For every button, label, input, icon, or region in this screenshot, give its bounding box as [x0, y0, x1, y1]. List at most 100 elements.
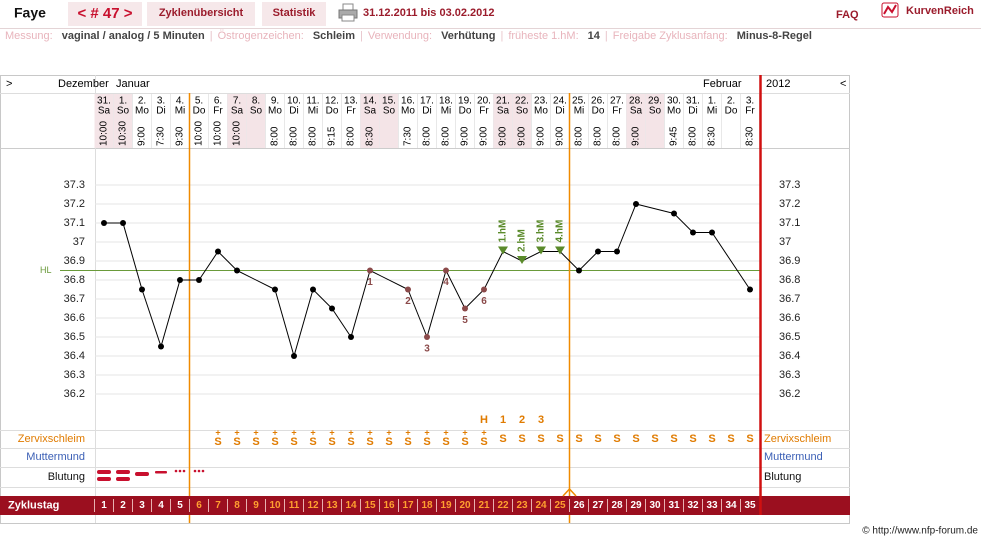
- cycle-day: 9: [253, 500, 259, 511]
- temperature-point: [158, 343, 164, 350]
- day-weekday: Mi: [707, 106, 718, 117]
- bleeding-dot: [182, 469, 186, 473]
- settings-label: Verwendung:: [368, 30, 432, 42]
- cycle-day: 30: [649, 500, 661, 511]
- day-date: 25.: [572, 96, 586, 107]
- y-tick-label-right: 37.2: [779, 198, 800, 210]
- y-tick-label-right: 36.3: [779, 369, 800, 381]
- line-segment: [331, 308, 352, 338]
- weekend-shade: [645, 94, 665, 148]
- y-tick-label-right: 36.4: [779, 350, 800, 362]
- cervix-sign: S: [423, 436, 430, 448]
- date-range: 31.12.2011 bis 03.02.2012: [363, 7, 495, 19]
- logo-icon: [881, 2, 899, 18]
- cervix-sign: S: [385, 436, 392, 448]
- y-tick-label: 36.3: [64, 369, 85, 381]
- day-time: 10:00: [213, 121, 224, 146]
- temperature-point: [177, 277, 183, 283]
- hm-marker: [517, 256, 527, 264]
- peak-label: H: [480, 414, 488, 426]
- cycle-nav-box: [68, 2, 142, 26]
- tab[interactable]: Zyklenübersicht: [159, 7, 244, 19]
- day-weekday: Di: [156, 106, 165, 117]
- day-weekday: So: [117, 106, 130, 117]
- cervix-plus: +: [253, 427, 258, 437]
- nav-right[interactable]: <: [840, 78, 846, 90]
- cycle-day: 11: [289, 500, 300, 511]
- day-weekday: Fr: [213, 106, 223, 117]
- day-time: 8:00: [593, 126, 604, 146]
- day-time: 10:00: [99, 121, 110, 146]
- day-weekday: Mi: [574, 106, 585, 117]
- logo[interactable]: KurvenReich: [906, 5, 974, 17]
- bleeding-dot: [193, 469, 197, 473]
- line-segment: [502, 251, 523, 262]
- cervix-plus: +: [348, 427, 353, 437]
- cycle-day: 29: [630, 500, 642, 511]
- weekend-shade: [379, 94, 399, 148]
- day-weekday: Fr: [346, 106, 356, 117]
- day-weekday: Sa: [630, 106, 643, 117]
- settings-label: früheste 1.hM:: [508, 30, 578, 42]
- day-date: 10.: [287, 96, 301, 107]
- day-date: 26.: [591, 96, 605, 107]
- cervix-sign: S: [347, 436, 354, 448]
- day-weekday: Mo: [135, 106, 149, 117]
- day-date: 2.: [138, 96, 146, 107]
- day-weekday: Do: [592, 106, 605, 117]
- settings-label: Messung:: [5, 30, 53, 42]
- cycle-day: 12: [307, 500, 319, 511]
- cycle-day: 7: [215, 500, 221, 511]
- day-time: 8:00: [688, 126, 699, 146]
- cervix-plus: +: [386, 427, 391, 437]
- row-label-right: Muttermund: [764, 451, 823, 463]
- day-date: 15.: [382, 96, 396, 107]
- day-time: 8:30: [707, 126, 718, 146]
- cervix-plus: +: [481, 427, 486, 437]
- row-label: Zervixschleim: [18, 433, 85, 445]
- day-date: 2.: [727, 96, 735, 107]
- cycle-nav[interactable]: < # 47 >: [77, 5, 132, 22]
- cycle-day: 35: [744, 500, 756, 511]
- temperature-point: [462, 305, 468, 312]
- tab-box: [262, 2, 326, 26]
- hm-marker: [555, 246, 565, 255]
- settings-value: Verhütung: [441, 30, 495, 42]
- bleeding-icon: [116, 470, 130, 474]
- tab[interactable]: Statistik: [273, 7, 317, 19]
- nav-left[interactable]: >: [6, 78, 12, 90]
- day-weekday: Mo: [401, 106, 415, 117]
- day-date: 31.: [97, 96, 111, 107]
- day-time: 7:30: [403, 126, 414, 146]
- month-label: Dezember: [58, 78, 109, 90]
- cervix-sign: S: [328, 436, 335, 448]
- cycle-day: 16: [383, 500, 395, 511]
- day-weekday: Mo: [534, 106, 548, 117]
- day-weekday: Mi: [441, 106, 452, 117]
- y-tick-label-right: 36.5: [779, 331, 800, 343]
- day-weekday: Mo: [268, 106, 282, 117]
- day-weekday: Do: [725, 106, 738, 117]
- day-date: 27.: [610, 96, 624, 107]
- cervix-sign: S: [252, 436, 259, 448]
- weekend-shade: [360, 94, 380, 148]
- line-segment: [369, 270, 409, 290]
- day-weekday: Fr: [612, 106, 622, 117]
- line-segment: [312, 289, 333, 309]
- printer-icon[interactable]: [338, 3, 358, 22]
- point-label: 2: [405, 296, 411, 307]
- cycle-day: 25: [554, 500, 566, 511]
- y-tick-label: 37: [73, 236, 85, 248]
- faq-link[interactable]: FAQ: [836, 9, 859, 21]
- day-weekday: Sa: [364, 106, 377, 117]
- cycle-day: 3: [139, 500, 145, 511]
- day-weekday: So: [649, 106, 662, 117]
- day-time: 9:00: [517, 126, 528, 146]
- line-segment: [122, 222, 143, 290]
- day-weekday: Mo: [667, 106, 681, 117]
- cervix-sign: S: [613, 433, 620, 445]
- cycle-day-bar: [0, 496, 850, 515]
- cervix-plus: +: [215, 427, 220, 437]
- user-name[interactable]: Faye: [14, 5, 46, 21]
